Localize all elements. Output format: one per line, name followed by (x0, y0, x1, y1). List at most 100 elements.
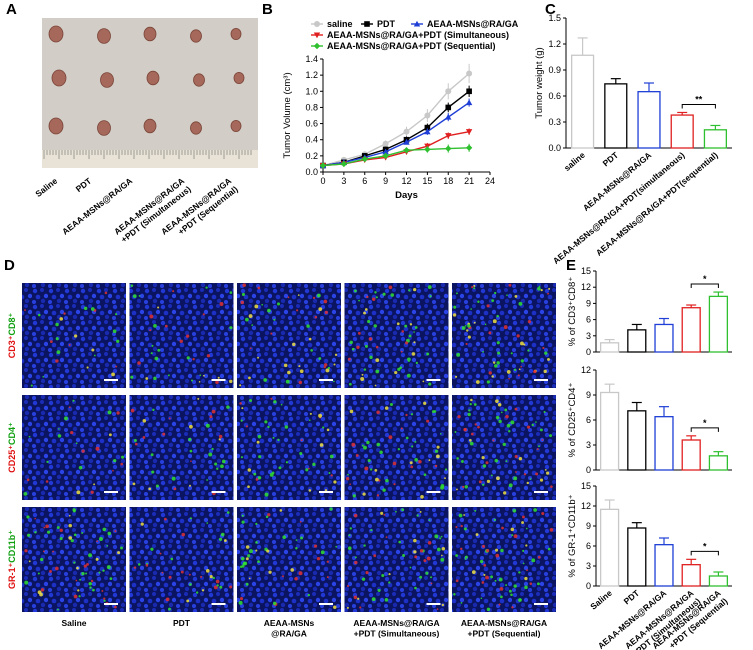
y-tick-label: 0.6 (548, 91, 561, 101)
stained-cell (502, 442, 506, 447)
stained-cell (326, 576, 329, 579)
stained-cell (473, 287, 476, 290)
stained-cell (245, 545, 250, 549)
stained-cell (81, 449, 85, 453)
stained-cell (186, 356, 190, 360)
stained-cell (531, 558, 536, 563)
stained-cell (318, 413, 323, 418)
stained-cell (501, 526, 504, 530)
stained-cell (546, 471, 550, 475)
stained-cell (34, 531, 37, 534)
stained-cell (30, 384, 33, 387)
tumor (100, 72, 114, 88)
stained-cell (461, 460, 464, 463)
stained-cell (59, 537, 63, 541)
stained-cell (471, 570, 476, 575)
stained-cell (213, 585, 218, 590)
stained-cell (467, 412, 471, 417)
stained-cell (299, 451, 303, 456)
stained-cell (257, 434, 262, 439)
bar (599, 342, 620, 353)
stained-cell (410, 465, 414, 469)
stained-cell (413, 331, 415, 333)
stained-cell (326, 560, 329, 563)
stained-cell (214, 462, 218, 466)
stained-cell (26, 478, 30, 482)
stained-cell (478, 480, 482, 484)
tumor (230, 120, 242, 133)
stained-cell (352, 494, 356, 498)
stained-cell (26, 533, 31, 537)
stained-cell (180, 570, 184, 574)
stained-cell (361, 444, 364, 447)
tumor (51, 69, 67, 87)
stained-cell (456, 457, 459, 460)
stained-cell (547, 292, 549, 295)
stained-cell (388, 285, 393, 290)
y-tick-label: 15 (581, 481, 591, 491)
panel-letter: B (262, 1, 273, 18)
stained-cell (510, 527, 515, 532)
stained-cell (490, 474, 493, 477)
stained-cell (98, 537, 103, 542)
bar (708, 295, 729, 353)
stained-cell (220, 532, 225, 537)
y-tick-label: 12 (581, 282, 591, 292)
x-tick-label: 3 (341, 176, 346, 186)
stained-cell (466, 329, 469, 332)
stained-cell (28, 435, 31, 438)
stained-cell (24, 580, 29, 585)
stained-cell (440, 535, 443, 538)
stained-cell (521, 521, 524, 524)
stained-cell (533, 369, 537, 374)
stained-cell (73, 594, 78, 599)
marker (424, 146, 431, 153)
bar (670, 114, 694, 149)
stained-cell (267, 513, 271, 517)
stained-cell (477, 300, 480, 303)
stained-cell (42, 375, 45, 378)
stained-cell (505, 584, 508, 587)
stained-cell (392, 461, 397, 466)
y-axis-title: % of CD25⁺CD4⁺ (567, 383, 578, 458)
stained-cell (241, 407, 244, 410)
stained-cell (287, 296, 290, 299)
bar (681, 307, 701, 353)
stained-cell (464, 555, 468, 559)
stained-cell (24, 309, 26, 311)
stained-cell (500, 595, 503, 599)
tumor (230, 27, 242, 40)
stained-cell (513, 584, 517, 588)
stained-cell (453, 593, 456, 596)
stained-cell (81, 532, 84, 534)
stained-cell (335, 545, 338, 548)
stained-cell (208, 452, 213, 457)
stained-cell (375, 296, 378, 299)
stained-cell (58, 428, 60, 430)
stained-cell (49, 569, 52, 573)
stained-cell (322, 426, 325, 429)
micrograph (452, 283, 556, 388)
stained-cell (517, 374, 520, 377)
stained-cell (400, 350, 403, 353)
stained-cell (142, 419, 147, 423)
y-tick-label: 9 (586, 298, 591, 308)
stained-cell (471, 285, 474, 289)
stained-cell (269, 472, 274, 477)
stained-cell (500, 411, 503, 414)
y-tick-label: 6 (586, 315, 591, 325)
row-label: GR-1⁺CD11b⁺ (7, 530, 17, 589)
stained-cell (423, 473, 427, 477)
stained-cell (203, 374, 205, 377)
row-label-green: CD4⁺ (7, 422, 17, 445)
stained-cell (157, 306, 160, 309)
x-tick-label: Saline (588, 588, 614, 612)
stained-cell (470, 432, 474, 436)
stained-cell (90, 579, 94, 583)
stained-cell (42, 550, 45, 553)
legend-label: AEAA-MSNs@RA/GA+PDT (Sequential) (327, 41, 496, 51)
stained-cell (323, 299, 328, 304)
stained-cell (349, 527, 352, 530)
stained-cell (308, 337, 312, 341)
stained-cell (185, 334, 190, 338)
